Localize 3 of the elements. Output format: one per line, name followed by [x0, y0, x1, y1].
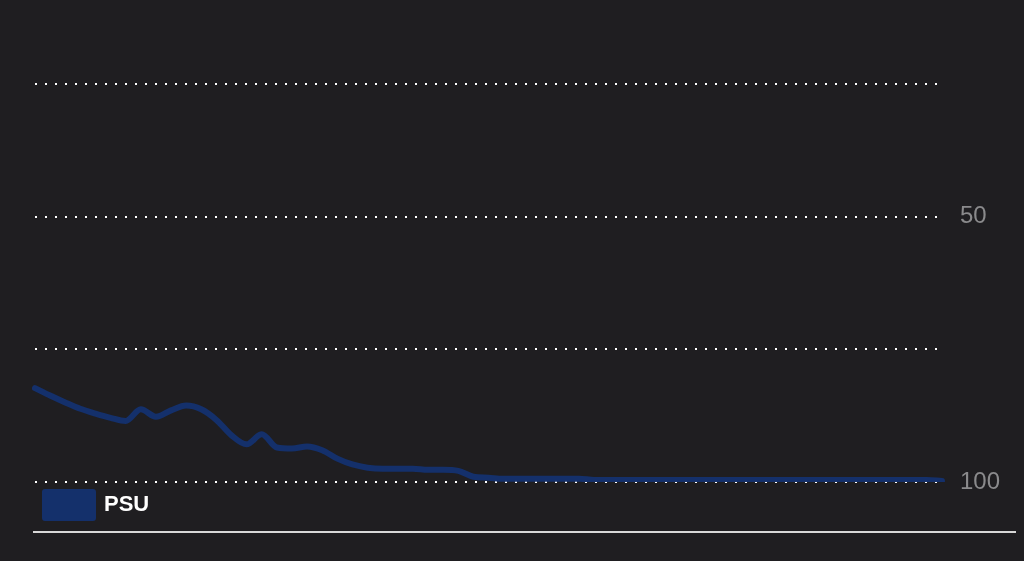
y-tick-label: 100 — [959, 466, 1000, 494]
y-tick-label: 50 — [959, 201, 987, 229]
legend-label: PSU — [104, 491, 150, 517]
